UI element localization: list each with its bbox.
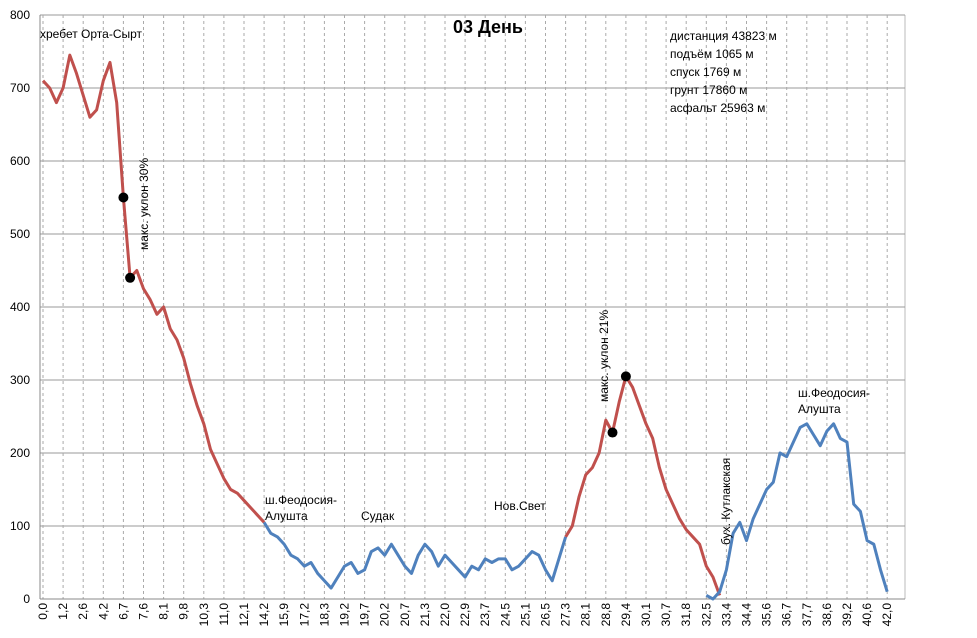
stat-line: подъём 1065 м (670, 47, 754, 61)
slope-marker (620, 371, 631, 382)
y-tick-label: 600 (10, 154, 30, 168)
x-tick-label: 0,0 (36, 603, 50, 620)
x-tick-label: 30,1 (639, 603, 653, 627)
series-line (41, 53, 722, 596)
x-tick-label: 20,7 (398, 603, 412, 627)
x-tick-label: 7,6 (137, 603, 151, 620)
y-tick-label: 0 (23, 592, 30, 606)
x-tick-label: 10,3 (197, 603, 211, 627)
x-tick-label: 23,7 (478, 603, 492, 627)
x-tick-label: 20,2 (378, 603, 392, 627)
x-tick-label: 22,0 (438, 603, 452, 627)
x-tick-label: 19,7 (358, 603, 372, 627)
y-tick-label: 400 (10, 300, 30, 314)
y-tick-label: 700 (10, 81, 30, 95)
x-tick-label: 22,9 (458, 603, 472, 627)
slope-marker (118, 192, 129, 203)
annotation: хребет Орта-Сырт (40, 27, 143, 41)
x-tick-label: 14,2 (257, 603, 271, 627)
annotation: ш.Феодосия- (265, 493, 337, 507)
annotation: макс. уклон 21% (597, 310, 611, 402)
x-tick-label: 19,2 (338, 603, 352, 627)
annotation: Судак (361, 509, 395, 523)
y-tick-label: 500 (10, 227, 30, 241)
x-tick-label: 18,3 (317, 603, 331, 627)
annotation: Алушта (265, 509, 308, 523)
x-tick-label: 28,8 (599, 603, 613, 627)
annotation: Алушта (798, 402, 841, 416)
x-tick-label: 28,1 (579, 603, 593, 627)
annotation: макс. уклон 30% (137, 158, 151, 250)
y-tick-label: 200 (10, 446, 30, 460)
x-tick-label: 39,2 (840, 603, 854, 627)
x-tick-label: 9,8 (177, 603, 191, 620)
x-tick-label: 25,1 (518, 603, 532, 627)
y-tick-label: 100 (10, 519, 30, 533)
x-tick-label: 24,5 (498, 603, 512, 627)
x-tick-label: 35,6 (760, 603, 774, 627)
x-tick-label: 29,4 (619, 603, 633, 627)
stat-line: дистанция 43823 м (670, 29, 777, 43)
y-tick-label: 800 (10, 8, 30, 22)
stat-line: спуск 1769 м (670, 65, 741, 79)
x-tick-label: 36,7 (780, 603, 794, 627)
x-tick-label: 26,5 (539, 603, 553, 627)
annotation: бух. Кутлакская (719, 458, 733, 545)
x-tick-label: 11,0 (217, 603, 231, 626)
x-tick-label: 32,5 (699, 603, 713, 627)
series-line (262, 422, 889, 601)
x-tick-label: 8,1 (157, 603, 171, 620)
x-tick-label: 21,3 (418, 603, 432, 627)
x-tick-label: 34,4 (740, 603, 754, 627)
x-tick-label: 31,8 (679, 603, 693, 627)
annotation: Нов.Свет (494, 499, 546, 513)
x-tick-label: 1,2 (56, 603, 70, 620)
x-tick-label: 6,7 (116, 603, 130, 620)
stat-line: асфальт 25963 м (670, 101, 765, 115)
x-tick-label: 17,2 (297, 603, 311, 627)
x-tick-label: 42,0 (880, 603, 894, 627)
x-tick-label: 12,1 (237, 603, 251, 627)
x-tick-label: 2,6 (76, 603, 90, 620)
slope-marker (607, 427, 618, 438)
x-tick-label: 40,6 (860, 603, 874, 627)
x-tick-label: 33,4 (719, 603, 733, 627)
x-tick-label: 30,7 (659, 603, 673, 627)
annotation: ш.Феодосия- (798, 386, 870, 400)
x-tick-label: 27,3 (559, 603, 573, 627)
x-tick-label: 15,9 (277, 603, 291, 627)
x-tick-label: 37,7 (800, 603, 814, 627)
x-tick-label: 38,6 (820, 603, 834, 627)
stat-line: грунт 17860 м (670, 83, 747, 97)
x-tick-label: 4,2 (96, 603, 110, 620)
slope-marker (125, 272, 136, 283)
y-tick-label: 300 (10, 373, 30, 387)
chart-title: 03 День (453, 17, 523, 37)
